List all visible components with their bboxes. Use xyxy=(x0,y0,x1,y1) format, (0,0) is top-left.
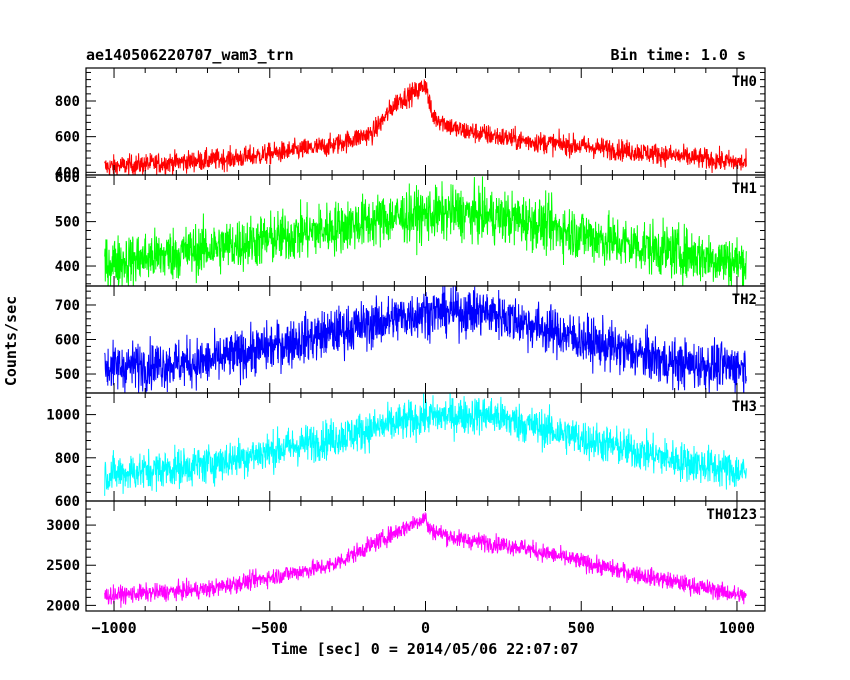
y-tick-label: 600 xyxy=(55,130,80,146)
x-axis-label: Time [sec] 0 = 2014/05/06 22:07:07 xyxy=(271,640,578,658)
panel-label-th1: TH1 xyxy=(732,181,757,197)
y-tick-label: 2500 xyxy=(46,558,80,574)
series-line-th0 xyxy=(104,79,747,175)
y-tick-label: 500 xyxy=(55,215,80,231)
y-tick-label: 600 xyxy=(55,494,80,510)
series-line-th2 xyxy=(104,286,747,393)
observation-title: ae140506220707_wam3_trn xyxy=(86,46,294,64)
panel-label-th2: TH2 xyxy=(732,292,757,308)
bin-time-label: Bin time: 1.0 s xyxy=(611,46,746,64)
y-tick-label: 400 xyxy=(55,165,80,181)
panel-th2: 500 600 700 TH2 xyxy=(55,285,766,394)
series-line-th3 xyxy=(104,393,747,496)
panel-label-th0: TH0 xyxy=(732,74,757,90)
y-tick-label: 700 xyxy=(55,298,80,314)
y-tick-label: 600 xyxy=(55,333,80,349)
series-line-th0123 xyxy=(104,512,747,608)
panel-th0: 400 600 800 TH0 xyxy=(55,67,766,181)
y-tick-label: 600 xyxy=(55,170,80,186)
panel-th3: 600 800 1000 TH3 xyxy=(46,392,766,510)
y-tick-label: 3000 xyxy=(46,518,80,534)
panel-th1: 400 500 600 TH1 xyxy=(55,170,766,287)
y-tick-label: 1000 xyxy=(46,408,80,424)
y-tick-label: 800 xyxy=(55,94,80,110)
panel-label-th0123: TH0123 xyxy=(706,507,757,523)
x-tick-label: −500 xyxy=(252,619,288,637)
y-tick-label: 800 xyxy=(55,451,80,467)
panel-th0123: 2000 2500 3000 TH0123 xyxy=(46,500,766,614)
x-tick-label: 500 xyxy=(568,619,595,637)
y-tick-label: 2000 xyxy=(46,598,80,614)
panel-label-th3: TH3 xyxy=(732,399,757,415)
y-tick-label: 400 xyxy=(55,259,80,275)
y-tick-label: 500 xyxy=(55,367,80,383)
x-tick-label: 1000 xyxy=(719,619,755,637)
x-tick-label: −1000 xyxy=(91,619,136,637)
x-tick-label: 0 xyxy=(421,619,430,637)
y-axis-label: Counts/sec xyxy=(2,296,20,386)
panel-frame xyxy=(85,285,766,394)
series-line-th1 xyxy=(104,176,747,286)
